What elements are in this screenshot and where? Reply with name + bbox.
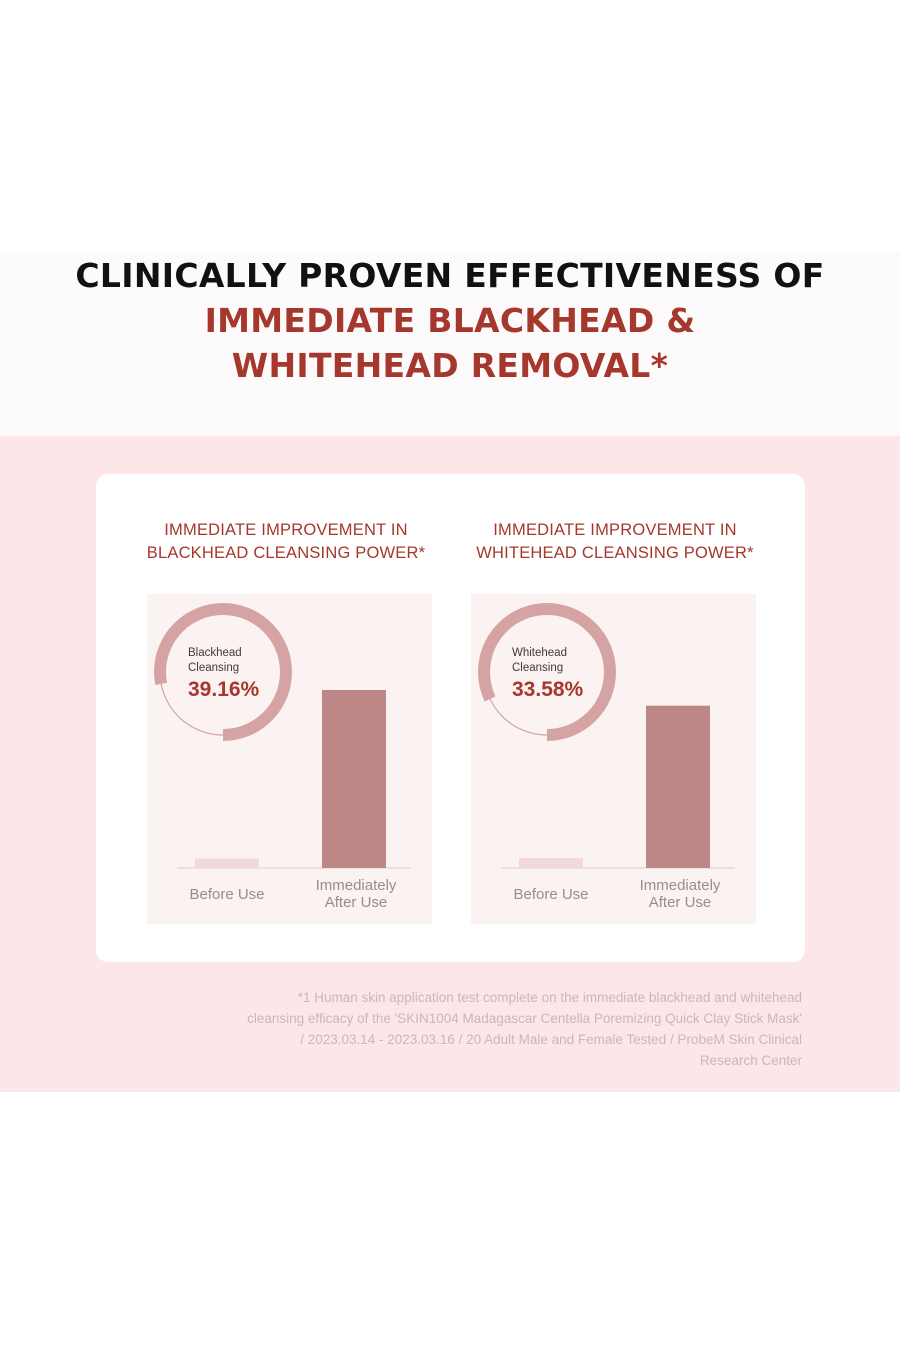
chart-2-ring-caption: Whitehead Cleansing [512,646,567,676]
title-line-1: CLINICALLY PROVEN EFFECTIVENESS OF [75,256,825,295]
footnote-line-4: Research Center [699,1053,802,1068]
chart-2-title: IMMEDIATE IMPROVEMENT IN WHITEHEAD CLEAN… [456,519,774,565]
chart-2-title-line-2: WHITEHEAD CLEANSING POWER* [476,544,754,562]
title-band [0,252,900,436]
chart-1-plot-area [147,594,432,924]
chart-1-svg [154,603,411,869]
chart-2-plot-area [471,594,756,924]
chart-1-title: IMMEDIATE IMPROVEMENT IN BLACKHEAD CLEAN… [130,519,442,565]
footnote-line-1: *1 Human skin application test complete … [297,990,802,1005]
chart-1-ring-caption: Blackhead Cleansing [188,646,242,676]
chart-2-ring-caption-line-1: Whitehead [512,647,567,659]
chart-2-ring-value: 33.58% [512,678,584,701]
chart-1-ring-caption-line-2: Cleansing [188,662,240,674]
chart-1-ring-value: 39.16% [188,678,260,701]
chart-1-category-label-before-line-1: Before Use [189,886,265,903]
footnote: *1 Human skin application test complete … [190,987,802,1071]
chart-1-bar-after [322,690,386,868]
chart-2-ring-progress [478,603,616,741]
chart-2-category-label-after-line-1: Immediately [639,877,721,894]
chart-1-category-label-after-line-2: After Use [324,894,388,911]
chart-2-bar-before [519,858,583,868]
chart-2-category-label-after: Immediately After Use [620,877,740,911]
chart-2-category-label-after-line-2: After Use [648,894,712,911]
chart-1-category-label-after: Immediately After Use [296,877,416,911]
chart-1-title-line-2: BLACKHEAD CLEANSING POWER* [146,544,426,562]
chart-1-ring-caption-line-1: Blackhead [188,647,242,659]
chart-1-category-label-after-line-1: Immediately [315,877,397,894]
chart-2-title-line-1: IMMEDIATE IMPROVEMENT IN [493,521,737,539]
title-line-3: WHITEHEAD REMOVAL* [231,346,669,385]
chart-1-category-label-before: Before Use [167,886,287,903]
chart-2-bar-after [646,705,710,868]
chart-2-category-label-before-line-1: Before Use [513,886,589,903]
chart-1-ring-progress [154,603,292,741]
chart-2-category-label-before: Before Use [491,886,611,903]
title-line-2: IMMEDIATE BLACKHEAD & [204,301,696,340]
footnote-line-2: cleansing efficacy of the 'SKIN1004 Mada… [247,1011,802,1026]
footnote-line-3: / 2023.03.14 - 2023.03.16 / 20 Adult Mal… [300,1032,802,1047]
chart-1-bar-before [195,858,259,868]
chart-2-svg [478,603,735,869]
chart-1-title-line-1: IMMEDIATE IMPROVEMENT IN [164,521,408,539]
page-title: CLINICALLY PROVEN EFFECTIVENESS OF IMMED… [0,253,900,388]
chart-2-ring-caption-line-2: Cleansing [512,662,564,674]
